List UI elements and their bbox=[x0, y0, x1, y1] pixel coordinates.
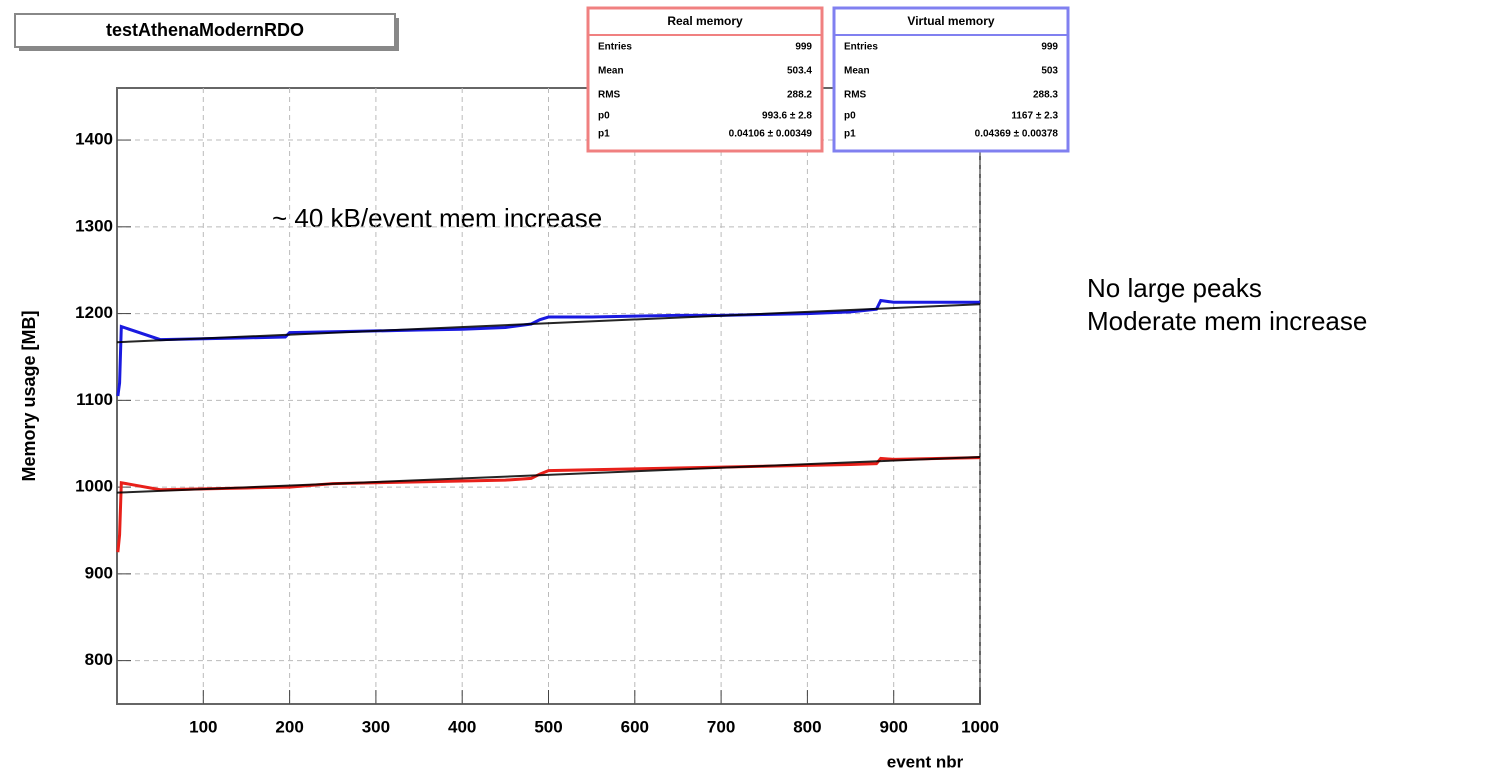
stats-box bbox=[586, 6, 824, 153]
stats-label: Mean bbox=[844, 66, 870, 77]
stats-value: 0.04106 ± 0.00349 bbox=[729, 129, 813, 140]
stats-label: p1 bbox=[598, 129, 610, 140]
stats-label: p1 bbox=[844, 129, 856, 140]
y-tick-label: 1200 bbox=[75, 303, 113, 322]
fit-line bbox=[116, 456, 981, 494]
legend-label: Real memory bbox=[667, 14, 743, 28]
x-tick-label: 600 bbox=[621, 717, 649, 736]
y-tick-label: 1400 bbox=[75, 130, 113, 149]
x-tick-label: 300 bbox=[362, 717, 390, 736]
stats-value: 0.04369 ± 0.00378 bbox=[975, 129, 1059, 140]
stats-value: 999 bbox=[795, 42, 812, 53]
x-axis-label: event nbr bbox=[887, 752, 964, 771]
chart-title: testAthenaModernRDO bbox=[106, 20, 304, 40]
side-note: Moderate mem increase bbox=[1087, 306, 1367, 336]
x-tick-label: 100 bbox=[189, 717, 217, 736]
y-axis-label: Memory usage [MB] bbox=[19, 310, 39, 481]
stats-value: 1167 ± 2.3 bbox=[1011, 111, 1058, 122]
stats-label: p0 bbox=[598, 111, 610, 122]
x-tick-label: 900 bbox=[880, 717, 908, 736]
legend-label: Virtual memory bbox=[907, 14, 994, 28]
stats-value: 503.4 bbox=[787, 66, 812, 77]
stats-box bbox=[832, 6, 1070, 153]
x-tick-label: 200 bbox=[275, 717, 303, 736]
title-box bbox=[14, 13, 396, 48]
fit-line bbox=[116, 303, 981, 344]
stats-label: RMS bbox=[844, 90, 867, 101]
side-note: No large peaks bbox=[1087, 273, 1262, 303]
stats-value: 288.3 bbox=[1033, 90, 1058, 101]
y-tick-label: 900 bbox=[85, 563, 113, 582]
stats-label: Mean bbox=[598, 66, 624, 77]
stats-value: 993.6 ± 2.8 bbox=[762, 111, 812, 122]
y-tick-label: 1300 bbox=[75, 216, 113, 235]
stats-label: p0 bbox=[844, 111, 856, 122]
annotation: ~ 40 kB/event mem increase bbox=[272, 203, 602, 233]
stats-value: 999 bbox=[1041, 42, 1058, 53]
x-tick-label: 500 bbox=[534, 717, 562, 736]
stats-label: RMS bbox=[598, 90, 621, 101]
stats-label: Entries bbox=[844, 42, 878, 53]
x-tick-label: 400 bbox=[448, 717, 476, 736]
stats-label: Entries bbox=[598, 42, 632, 53]
x-tick-label: 800 bbox=[793, 717, 821, 736]
y-tick-label: 800 bbox=[85, 650, 113, 669]
stats-value: 503 bbox=[1041, 66, 1058, 77]
x-tick-label: 1000 bbox=[961, 717, 999, 736]
x-tick-label: 700 bbox=[707, 717, 735, 736]
stats-value: 288.2 bbox=[787, 90, 812, 101]
y-tick-label: 1100 bbox=[76, 390, 113, 409]
y-tick-label: 1000 bbox=[75, 477, 113, 496]
